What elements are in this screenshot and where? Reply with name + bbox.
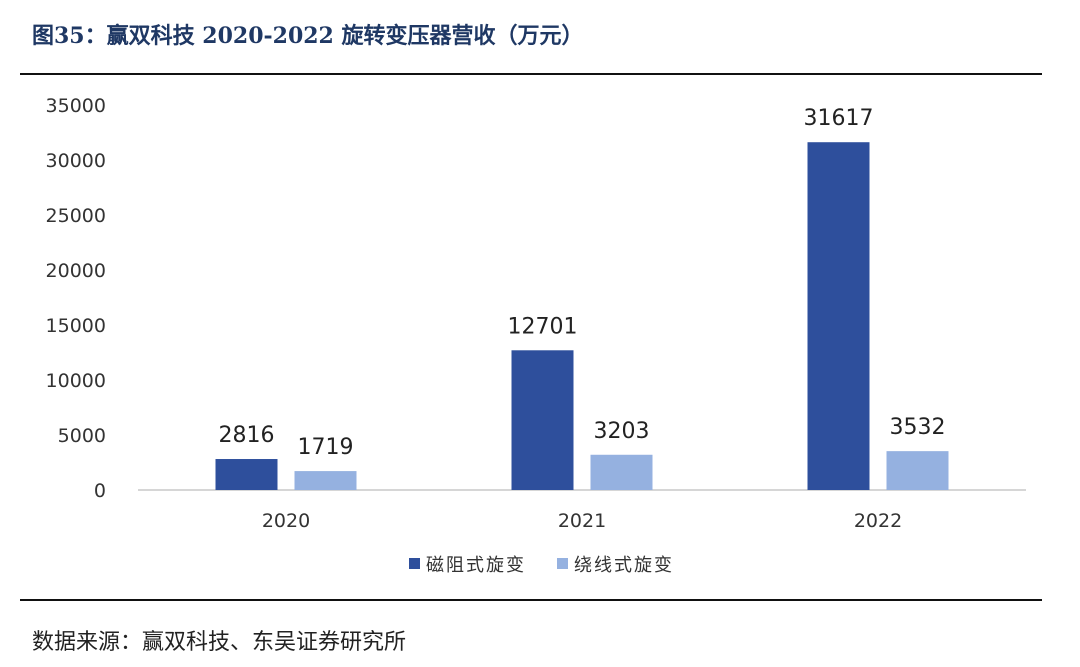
y-tick-label: 25000 — [46, 205, 106, 227]
y-tick-label: 30000 — [46, 150, 106, 172]
y-tick-label: 0 — [94, 480, 106, 502]
legend-label: 磁阻式旋变 — [426, 555, 526, 576]
data-label: 2816 — [219, 423, 275, 448]
bar — [886, 451, 949, 490]
x-axis: 2020 2021 2022 — [138, 489, 1026, 532]
legend-label: 绕线式旋变 — [574, 555, 674, 576]
bar — [215, 459, 278, 490]
bar — [294, 471, 357, 490]
y-tick-label: 20000 — [46, 260, 106, 282]
y-tick-label: 5000 — [58, 425, 106, 447]
data-label: 31617 — [804, 106, 874, 131]
source-note: 数据来源：赢双科技、东吴证券研究所 — [32, 630, 407, 655]
data-label: 1719 — [298, 435, 354, 460]
data-labels: 2816 1719 12701 3203 31617 3532 — [219, 106, 946, 460]
bottom-divider — [20, 599, 1042, 601]
bar — [511, 350, 574, 490]
x-tick-label: 2021 — [558, 510, 606, 532]
bar-chart: 0 5000 10000 15000 20000 25000 30000 35000 2020… — [46, 95, 1026, 576]
legend-swatch — [557, 558, 568, 569]
y-tick-label: 15000 — [46, 315, 106, 337]
legend: 磁阻式旋变 绕线式旋变 — [409, 555, 674, 576]
chart-title: 图35：赢双科技 2020-2022 旋转变压器营收（万元） — [32, 23, 584, 49]
y-tick-label: 35000 — [46, 95, 106, 117]
bars — [215, 142, 949, 490]
x-tick-label: 2022 — [854, 510, 902, 532]
y-tick-label: 10000 — [46, 370, 106, 392]
data-label: 12701 — [508, 314, 578, 339]
bar — [590, 454, 653, 490]
y-axis: 0 5000 10000 15000 20000 25000 30000 35000 — [46, 95, 106, 502]
data-label: 3203 — [594, 419, 650, 444]
legend-swatch — [409, 558, 420, 569]
bar — [807, 142, 870, 490]
x-tick-label: 2020 — [262, 510, 310, 532]
top-divider — [20, 73, 1042, 75]
data-label: 3532 — [890, 415, 946, 440]
